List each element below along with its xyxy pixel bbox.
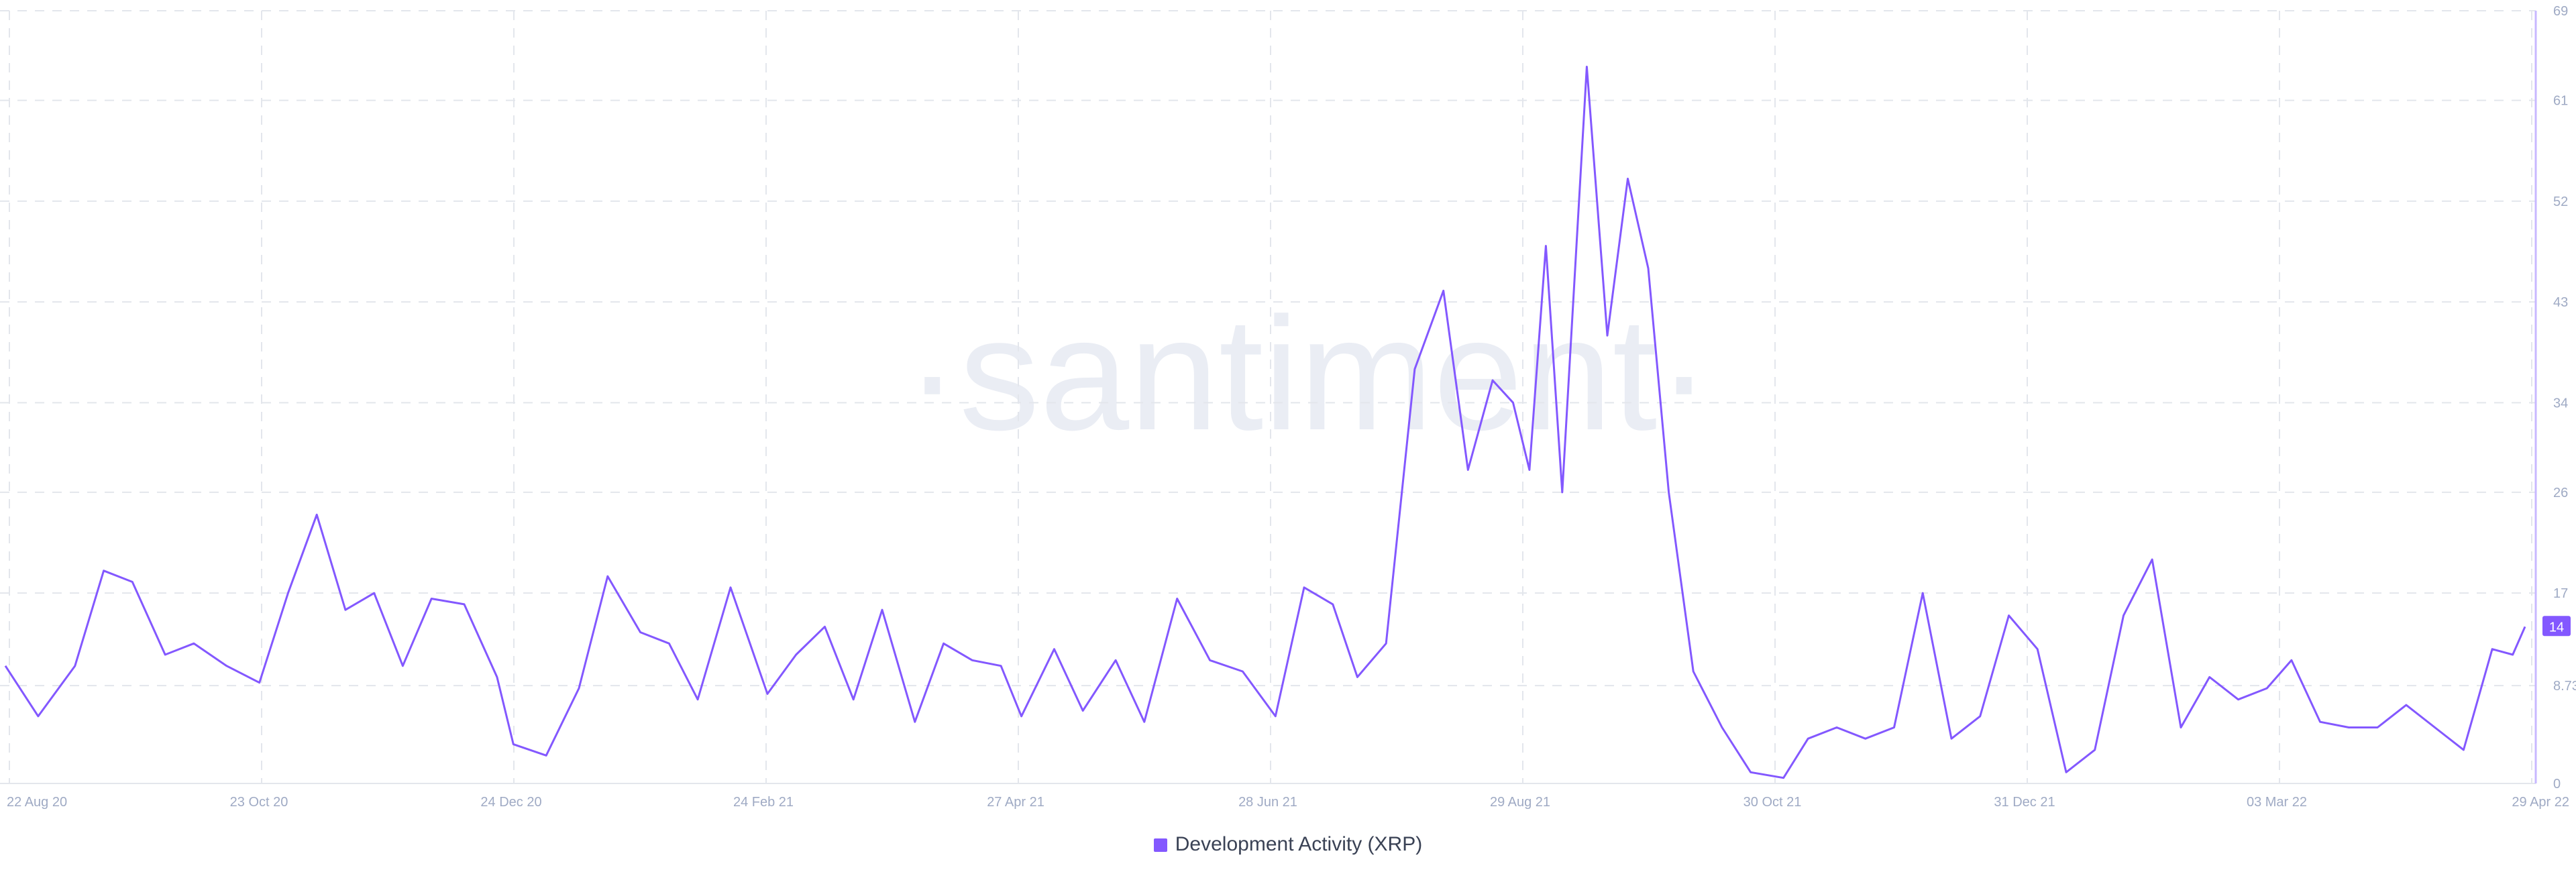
x-tick-label: 24 Dec 20	[480, 795, 541, 810]
x-tick-label: 24 Feb 21	[733, 795, 794, 810]
y-tick-label: 8.738	[2553, 679, 2576, 694]
watermark: ·santiment·	[906, 284, 1711, 464]
y-tick-label: 34	[2553, 396, 2568, 411]
y-tick-label: 26	[2553, 486, 2568, 500]
x-tick-label: 31 Dec 21	[1994, 795, 2055, 810]
x-tick-label: 30 Oct 21	[1743, 795, 1802, 810]
x-tick-label: 28 Jun 21	[1238, 795, 1297, 810]
x-tick-label: 29 Aug 21	[1490, 795, 1550, 810]
x-tick-label: 27 Apr 21	[987, 795, 1044, 810]
y-tick-label: 61	[2553, 94, 2568, 109]
x-tick-label: 22 Aug 20	[7, 795, 67, 810]
y-tick-label: 17	[2553, 586, 2568, 601]
y-tick-label: 69	[2553, 4, 2568, 19]
y-tick-label: 43	[2553, 295, 2568, 310]
x-tick-label: 03 Mar 22	[2247, 795, 2307, 810]
y-tick-label: 0	[2553, 777, 2561, 792]
last-value-badge-bg	[2542, 616, 2571, 637]
x-tick-label: 29 Apr 22	[2512, 795, 2569, 810]
legend[interactable]: Development Activity (XRP)	[0, 833, 2576, 856]
series-layer	[4, 66, 2526, 779]
x-tick-label: 23 Oct 20	[230, 795, 288, 810]
axes: 0 8.738 17 26 34 43 52 61 69 22 Aug 20 23 Oct 20 24…	[0, 4, 2576, 810]
series-line	[4, 66, 2526, 779]
legend-label: Development Activity (XRP)	[1175, 833, 1423, 855]
y-tick-label: 52	[2553, 195, 2568, 209]
last-value-badge-text: 14	[2549, 620, 2564, 635]
last-value-badge: 14	[2542, 616, 2571, 637]
legend-swatch	[1153, 838, 1167, 852]
grid	[0, 10, 2536, 783]
